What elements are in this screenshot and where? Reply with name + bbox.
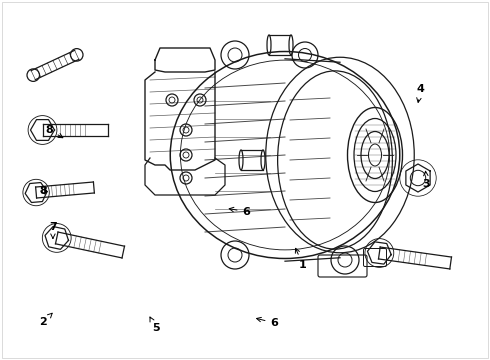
Text: 2: 2 (39, 313, 52, 327)
Text: 7: 7 (49, 222, 57, 238)
Text: 8: 8 (39, 186, 47, 196)
Text: 6: 6 (257, 318, 278, 328)
Text: 5: 5 (150, 317, 160, 333)
Text: 6: 6 (229, 207, 250, 217)
Text: 1: 1 (295, 248, 307, 270)
Text: 8: 8 (45, 125, 63, 138)
Text: 3: 3 (422, 171, 430, 189)
Text: 4: 4 (416, 84, 424, 102)
